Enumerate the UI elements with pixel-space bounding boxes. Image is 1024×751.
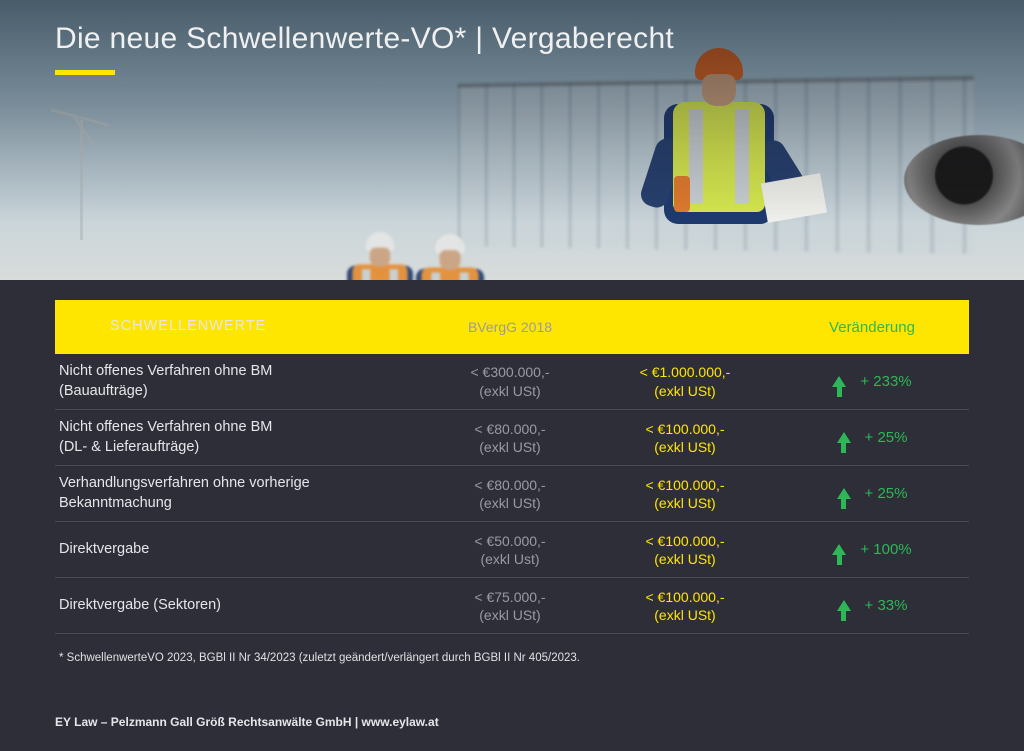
content-area: SCHWELLENWERTE BVergG 2018 2024 – 2025 i…: [0, 280, 1024, 664]
row-old-value: < €80.000,- (exkl USt): [425, 420, 595, 456]
row-label: Nicht offenes Verfahren ohne BM (Bauauft…: [55, 362, 425, 401]
row-change: + 25%: [775, 485, 969, 502]
row-new-value: < €100.000,- (exkl USt): [595, 532, 775, 568]
table-row: Direktvergabe (Sektoren) < €75.000,- (ex…: [55, 578, 969, 634]
hero-banner: Die neue Schwellenwerte-VO* | Vergaberec…: [0, 0, 1024, 280]
th-period: 2024 – 2025 in Österreich: [595, 310, 775, 345]
row-label: Verhandlungsverfahren ohne vorherige Bek…: [55, 474, 425, 513]
footer-credits: EY Law – Pelzmann Gall Größ Rechtsanwält…: [55, 715, 439, 729]
table-row: Direktvergabe < €50.000,- (exkl Ust) < €…: [55, 522, 969, 578]
row-new-value: < €100.000,- (exkl USt): [595, 476, 775, 512]
row-old-value: < €50.000,- (exkl Ust): [425, 532, 595, 568]
arrow-up-icon: [832, 376, 846, 387]
th-bvergg: BVergG 2018: [425, 318, 595, 336]
page-title: Die neue Schwellenwerte-VO* | Vergaberec…: [55, 22, 674, 56]
row-old-value: < €75.000,- (exkl USt): [425, 588, 595, 624]
row-change: + 100%: [775, 541, 969, 558]
th-period-l1: 2024 – 2025: [646, 310, 724, 326]
row-new-value: < €1.000.000,- (exkl USt): [595, 363, 775, 399]
table-row: Nicht offenes Verfahren ohne BM (Bauauft…: [55, 354, 969, 410]
row-old-value: < €80.000,- (exkl USt): [425, 476, 595, 512]
table-row: Verhandlungsverfahren ohne vorherige Bek…: [55, 466, 969, 522]
table-row: Nicht offenes Verfahren ohne BM (DL- & L…: [55, 410, 969, 466]
row-label: Direktvergabe: [55, 540, 425, 560]
row-new-value: < €100.000,- (exkl USt): [595, 588, 775, 624]
row-label: Nicht offenes Verfahren ohne BM (DL- & L…: [55, 418, 425, 457]
row-change: + 33%: [775, 597, 969, 614]
th-period-l2: in Österreich: [645, 327, 724, 343]
arrow-up-icon: [837, 488, 851, 499]
arrow-up-icon: [837, 432, 851, 443]
row-change: + 233%: [775, 373, 969, 390]
title-underline: [55, 70, 115, 75]
arrow-up-icon: [832, 544, 846, 555]
row-label: Direktvergabe (Sektoren): [55, 596, 425, 616]
th-change: Veränderung: [775, 319, 969, 336]
th-schwellenwerte: SCHWELLENWERTE: [55, 317, 425, 337]
row-change: + 25%: [775, 429, 969, 446]
footnote: * SchwellenwerteVO 2023, BGBl II Nr 34/2…: [55, 652, 969, 664]
arrow-up-icon: [837, 600, 851, 611]
table-header: SCHWELLENWERTE BVergG 2018 2024 – 2025 i…: [55, 300, 969, 354]
row-new-value: < €100.000,- (exkl USt): [595, 420, 775, 456]
row-old-value: < €300.000,- (exkl USt): [425, 363, 595, 399]
